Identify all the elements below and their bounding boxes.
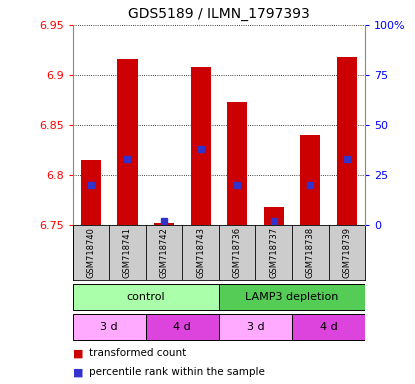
Text: transformed count: transformed count [89, 348, 186, 358]
Title: GDS5189 / ILMN_1797393: GDS5189 / ILMN_1797393 [128, 7, 310, 21]
Bar [73, 314, 146, 340]
Text: GSM718741: GSM718741 [123, 227, 132, 278]
Bar [73, 284, 219, 310]
Text: GSM718742: GSM718742 [159, 227, 168, 278]
Text: GSM718736: GSM718736 [233, 227, 242, 278]
Bar [300, 135, 320, 225]
Bar [219, 314, 292, 340]
Bar [117, 59, 137, 225]
Bar [190, 67, 211, 225]
Text: 3 d: 3 d [247, 322, 264, 333]
Bar [264, 207, 284, 225]
Text: GSM718739: GSM718739 [342, 227, 352, 278]
Text: LAMP3 depletion: LAMP3 depletion [245, 291, 339, 302]
Text: 4 d: 4 d [173, 322, 191, 333]
Text: 4 d: 4 d [320, 322, 337, 333]
Text: control: control [127, 291, 165, 302]
Bar [337, 57, 357, 225]
Bar [81, 160, 101, 225]
Text: percentile rank within the sample: percentile rank within the sample [89, 367, 265, 377]
Bar [292, 314, 365, 340]
Bar [154, 223, 174, 225]
Text: 3 d: 3 d [100, 322, 118, 333]
Text: GSM718740: GSM718740 [86, 227, 95, 278]
Text: GSM718743: GSM718743 [196, 227, 205, 278]
Text: ■: ■ [73, 367, 87, 377]
Bar [227, 102, 247, 225]
Bar [219, 284, 365, 310]
Bar [146, 314, 219, 340]
Text: GSM718737: GSM718737 [269, 227, 278, 278]
Text: ■: ■ [73, 348, 87, 358]
Text: GSM718738: GSM718738 [306, 227, 315, 278]
